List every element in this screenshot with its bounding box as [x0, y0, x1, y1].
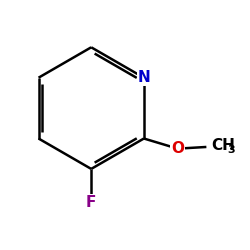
Text: F: F	[86, 195, 97, 210]
Text: CH: CH	[212, 138, 235, 153]
Text: O: O	[171, 141, 184, 156]
Text: 3: 3	[228, 145, 235, 155]
Text: N: N	[138, 70, 150, 85]
